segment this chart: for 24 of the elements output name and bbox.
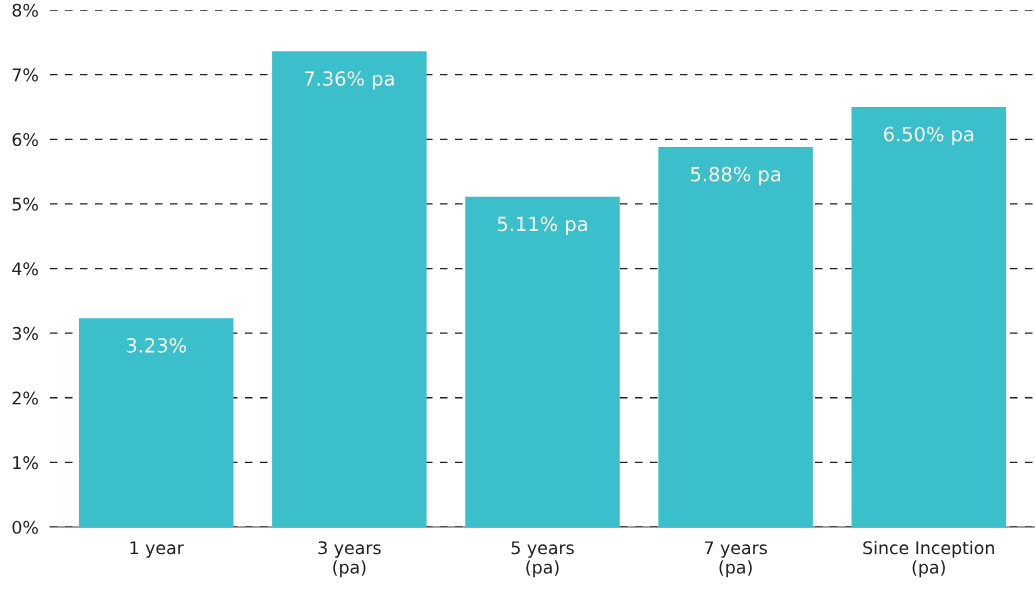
y-tick-label: 4%: [12, 262, 38, 276]
data-label: 5.88% pa: [691, 166, 780, 186]
y-tick-label: 1%: [13, 456, 38, 470]
y-tick-label: 6%: [12, 132, 38, 147]
x-tick-label: 1 year: [130, 541, 184, 558]
y-tick-label: 5%: [12, 197, 38, 211]
x-tick-label: 3 years (pa): [318, 541, 381, 578]
data-label: 5.11% pa: [497, 216, 587, 236]
data-label: 6.50% pa: [884, 126, 974, 146]
x-tick-label: 7 years (pa): [704, 541, 767, 578]
x-tick-label: Since Inception (pa): [863, 540, 994, 578]
x-tick-label: 5 years (pa): [511, 541, 574, 578]
data-label: 7.36% pa: [304, 71, 394, 90]
bar: [272, 51, 427, 527]
y-tick-label: 2%: [12, 391, 38, 405]
bar: [851, 106, 1007, 527]
y-tick-label: 8%: [12, 3, 38, 17]
bar: [658, 147, 813, 527]
bar: [465, 196, 620, 527]
data-label: 3.23%: [126, 338, 187, 353]
bar: [78, 318, 234, 527]
y-tick-label: 7%: [12, 68, 38, 82]
y-tick-label: 0%: [12, 520, 38, 534]
y-tick-label: 3%: [12, 326, 38, 340]
